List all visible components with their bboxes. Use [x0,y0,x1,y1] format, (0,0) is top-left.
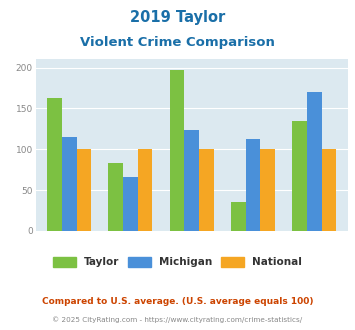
Bar [199,149,214,231]
Bar [47,98,62,231]
Bar [322,149,336,231]
Bar [138,149,153,231]
Bar [307,92,322,231]
Bar [77,149,91,231]
Bar [260,149,275,231]
Bar [292,121,307,231]
Text: Violent Crime Comparison: Violent Crime Comparison [80,36,275,49]
Bar [246,140,260,231]
Text: 2019 Taylor: 2019 Taylor [130,10,225,25]
Bar [62,137,77,231]
Bar [123,177,138,231]
Bar [231,202,246,231]
Legend: Taylor, Michigan, National: Taylor, Michigan, National [53,256,302,267]
Text: Compared to U.S. average. (U.S. average equals 100): Compared to U.S. average. (U.S. average … [42,297,313,306]
Text: © 2025 CityRating.com - https://www.cityrating.com/crime-statistics/: © 2025 CityRating.com - https://www.city… [53,317,302,323]
Bar [184,130,199,231]
Bar [108,163,123,231]
Bar [170,70,184,231]
